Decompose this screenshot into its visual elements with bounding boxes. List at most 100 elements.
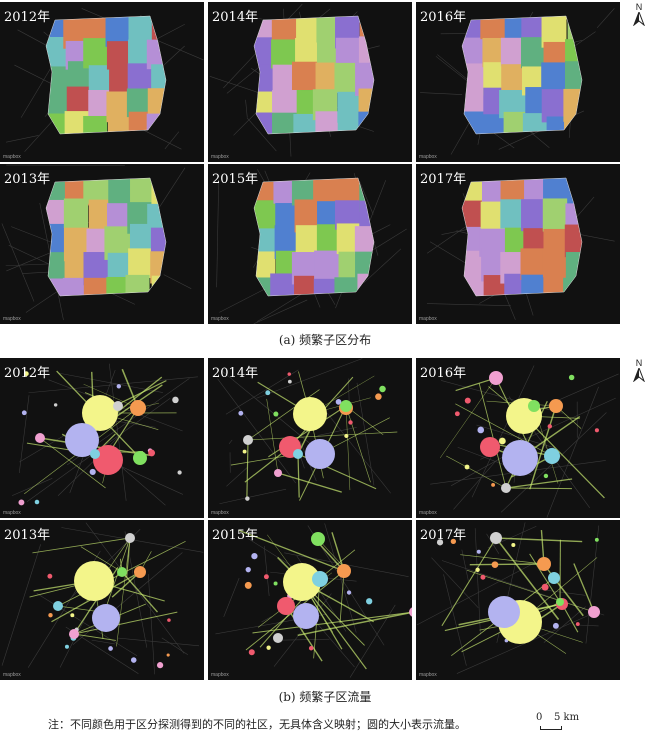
flow-edge [439, 377, 497, 459]
road-line [161, 637, 189, 656]
minor-node [498, 437, 506, 445]
minor-node [480, 574, 486, 580]
road-line [441, 560, 605, 616]
flow-edge [339, 570, 345, 624]
year-label: 2012年 [4, 10, 51, 25]
minor-node [547, 424, 553, 429]
flow-circle [65, 423, 99, 457]
community-region [564, 61, 582, 93]
scale-bar-line [540, 726, 562, 730]
road-line [324, 523, 357, 633]
flow-circle [293, 397, 327, 431]
road-line [36, 593, 138, 657]
minor-node [273, 581, 278, 586]
flow-panel-b-2012: 2012年 mapbox [0, 358, 204, 518]
community-map [420, 8, 615, 155]
flow-circle [90, 449, 100, 459]
study-area-outline [45, 15, 167, 135]
flow-edge [469, 563, 545, 566]
minor-node [541, 583, 549, 591]
community-region [479, 114, 508, 134]
minor-node [366, 598, 373, 605]
flow-circle [528, 400, 540, 412]
year-label: 2015年 [212, 528, 259, 543]
flow-circle [544, 448, 560, 464]
north-arrow: N [632, 358, 646, 384]
community-region [355, 62, 374, 96]
community-region [46, 86, 70, 120]
flow-edge [32, 537, 131, 554]
road-line [124, 531, 148, 648]
road-line [363, 248, 402, 283]
community-region [291, 61, 319, 91]
community-region [150, 227, 166, 258]
study-area-outline [461, 177, 583, 297]
minor-node [552, 622, 559, 629]
figure-note: 注：不同颜色用于区分探测得到的不同的社区，无具体含义映射；圆的大小表示流量。 [48, 718, 466, 731]
flow-circle [125, 533, 135, 543]
year-label: 2014年 [212, 366, 259, 381]
map-attribution: mapbox [211, 510, 229, 516]
community-map [216, 169, 407, 324]
road-line [539, 588, 586, 596]
minor-node [70, 613, 75, 618]
year-label: 2012年 [4, 366, 51, 381]
minor-node [379, 385, 386, 393]
flow-panel-b-2016: 2016年 mapbox [416, 358, 620, 518]
minor-node [543, 473, 549, 479]
flow-circle [243, 435, 253, 445]
community-region [543, 273, 568, 296]
road-line [416, 562, 535, 626]
flow-circle [488, 596, 520, 628]
flow-circle [588, 606, 600, 618]
minor-node [238, 410, 244, 416]
scale-zero: 0 [536, 712, 543, 723]
flow-edge [80, 546, 123, 573]
flow-circle [312, 571, 328, 587]
road-line [359, 181, 374, 215]
road-line [11, 478, 53, 496]
flow-edge [505, 478, 573, 489]
flow-circle [549, 399, 563, 413]
flow-edge [523, 415, 605, 499]
road-line [426, 303, 511, 307]
community-region [254, 251, 276, 282]
flow-map [430, 365, 619, 518]
map-panel-a-2014: 2014年 mapbox [208, 2, 412, 162]
road-line [546, 386, 599, 518]
road-line [261, 616, 272, 623]
community-region [151, 178, 166, 209]
study-area-outline [461, 15, 583, 135]
flow-circle [130, 400, 146, 416]
road-line [108, 363, 127, 501]
minor-node [245, 567, 251, 573]
flow-circle [293, 603, 319, 629]
minor-node [464, 464, 470, 470]
road-line [474, 528, 481, 635]
road-line [5, 135, 39, 143]
flow-circle [82, 395, 118, 431]
flow-circle [35, 433, 45, 443]
map-attribution: mapbox [419, 154, 437, 160]
minor-node [18, 499, 25, 506]
community-region [254, 200, 278, 230]
minor-node [477, 426, 485, 434]
flow-edge [495, 537, 583, 543]
flow-edge [529, 553, 561, 603]
community-region [462, 250, 486, 280]
road-line [461, 549, 469, 581]
community-region [315, 111, 343, 134]
flow-edge [116, 537, 131, 647]
community-region [46, 252, 66, 285]
flow-circle [133, 451, 147, 465]
minor-node [266, 645, 271, 650]
minor-node [454, 411, 460, 417]
road-line [317, 426, 357, 436]
caption-a: (a) 频繁子区分布 [278, 333, 372, 347]
road-line [118, 637, 200, 647]
flow-edge [297, 453, 300, 498]
community-region [83, 38, 110, 69]
minor-node [47, 573, 53, 579]
road-line [57, 433, 122, 496]
flow-circle [480, 437, 500, 457]
